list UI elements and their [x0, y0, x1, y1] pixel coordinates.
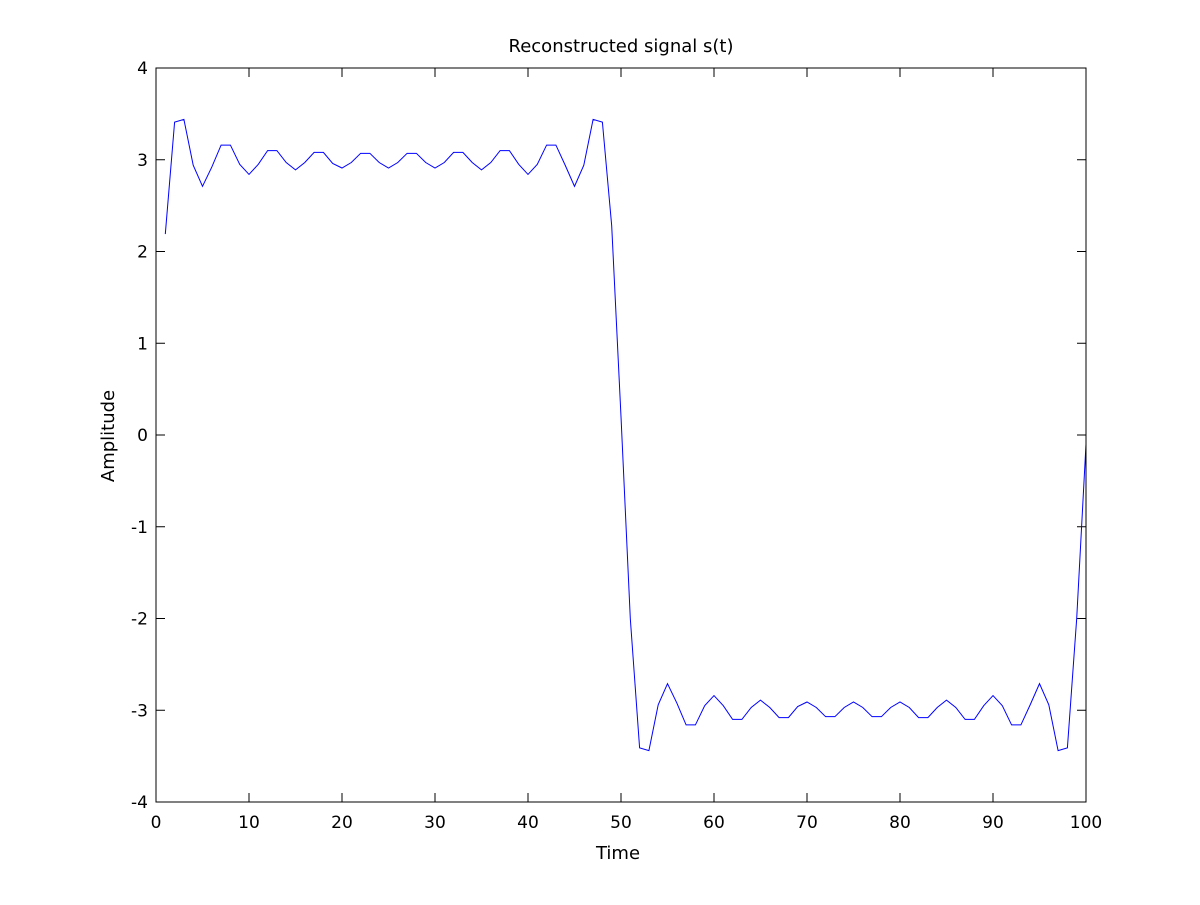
x-tick-label: 30: [424, 813, 446, 833]
y-tick-label: 2: [137, 243, 148, 263]
plot-background: [156, 68, 1086, 802]
x-tick-label: 90: [982, 813, 1004, 833]
series-line-0: [164, 118, 1087, 752]
y-tick-label: -4: [131, 793, 148, 813]
y-tick-label: -1: [131, 518, 148, 538]
y-tick-label: -2: [131, 610, 148, 630]
y-tick-label: 4: [137, 59, 148, 79]
chart-title: Reconstructed signal s(t): [509, 36, 734, 57]
x-tick-label: 60: [703, 813, 725, 833]
y-axis-label: Amplitude: [98, 390, 119, 482]
x-axis-label: Time: [595, 843, 640, 864]
y-tick-label: 1: [137, 334, 148, 354]
plot-frame: [155, 67, 1087, 803]
y-tick-label: -3: [131, 701, 148, 721]
x-tick-label: 70: [796, 813, 818, 833]
y-tick-label: 3: [137, 151, 148, 171]
axis-tick-labels: 0 10 20 30 40 50 60 70 80 90 100 -4 -3 -2 -1 0 1 2 3 4: [131, 59, 1102, 833]
x-tick-label: 0: [151, 813, 162, 833]
x-tick-label: 100: [1070, 813, 1102, 833]
series-group: [164, 118, 1087, 752]
x-tick-label: 10: [238, 813, 260, 833]
x-tick-label: 20: [331, 813, 353, 833]
y-tick-label: 0: [137, 426, 148, 446]
x-tick-label: 40: [517, 813, 539, 833]
x-tick-label: 80: [889, 813, 911, 833]
x-tick-label: 50: [610, 813, 632, 833]
